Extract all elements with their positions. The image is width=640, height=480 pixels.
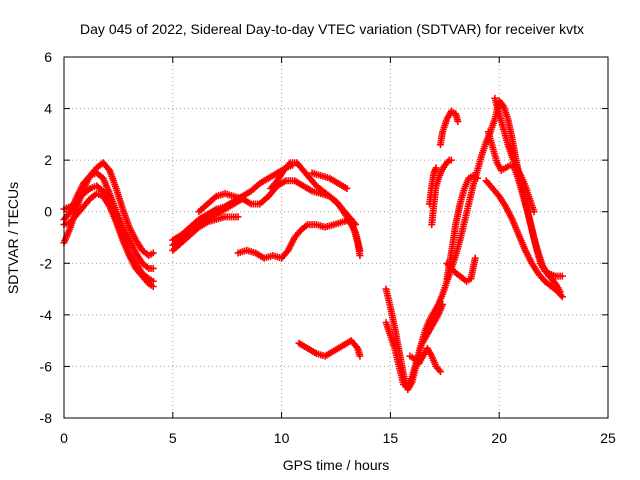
data-point [149,282,157,290]
y-tick-label: -8 [40,410,53,426]
data-point [432,164,440,172]
series-arc20 [443,254,479,285]
data-point [356,252,364,260]
series-arc18 [426,164,440,208]
data-points [60,94,566,394]
y-tick-label: 2 [44,152,52,168]
series-arc11 [308,169,351,193]
y-tick-label: 6 [44,49,52,65]
data-point [343,185,351,193]
data-point [436,368,444,376]
x-tick-label: 20 [491,430,507,446]
data-point [149,249,157,257]
series-arc9 [234,215,364,262]
plot-frame [63,56,609,419]
y-tick-label: -2 [40,255,53,271]
y-tick-label: -4 [40,307,53,323]
series-arc15 [406,344,444,376]
data-point [558,293,566,301]
data-point [356,352,364,360]
y-tick-label: -6 [40,358,53,374]
series-arc4 [60,190,157,290]
chart-title: Day 045 of 2022, Sidereal Day-to-day VTE… [80,21,584,37]
series-arc21 [482,177,566,301]
x-tick-label: 15 [383,430,399,446]
x-tick-label: 25 [600,430,616,446]
data-point [530,208,538,216]
x-tick-label: 0 [60,430,68,446]
x-tick-label: 5 [169,430,177,446]
y-tick-label: 0 [44,204,52,220]
data-point [454,117,462,125]
series-arc17 [436,107,462,149]
x-tick-label: 10 [274,430,290,446]
series-arc19 [443,172,481,283]
data-point [558,272,566,280]
series-arc2 [60,169,157,272]
series-arc22 [484,128,566,280]
data-point [471,254,479,262]
series-arc12 [295,337,364,360]
data-point [447,156,455,164]
y-tick-label: 4 [44,101,52,117]
data-point [149,264,157,272]
data-point [473,174,481,182]
y-axis-label: SDTVAR / TECUs [5,182,21,294]
x-axis-label: GPS time / hours [283,457,390,473]
series-arc14 [382,301,447,391]
series-arc23 [491,94,538,216]
data-point [352,221,360,229]
data-point [234,213,242,221]
data-point [439,301,447,309]
series-arc10 [267,159,360,229]
